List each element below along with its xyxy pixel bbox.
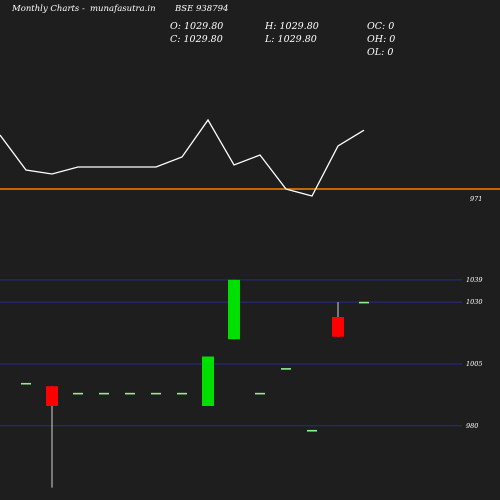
price-line-series [0, 118, 365, 197]
open-value: O: 1029.80 [170, 21, 224, 32]
candle-body [46, 386, 58, 406]
oc-value: OC: 0 [367, 21, 395, 32]
y-tick-label: 1030 [466, 298, 483, 306]
y-tick-label: 1039 [466, 276, 483, 284]
title-dash: - [82, 4, 85, 14]
candle-body [202, 356, 214, 406]
high-value: H: 1029.80 [265, 21, 319, 32]
chart-title: Monthly Charts [12, 4, 80, 14]
reference-tick-label: 971 [470, 195, 482, 203]
ol-value: OL: 0 [367, 47, 394, 58]
oh-value: OH: 0 [367, 34, 396, 45]
site-name: munafasutra.in [90, 4, 156, 14]
y-tick-label: 980 [466, 422, 478, 430]
low-value: L: 1029.80 [265, 34, 317, 45]
candle-body [332, 316, 344, 337]
close-value: C: 1029.80 [170, 34, 223, 45]
y-tick-label: 1005 [466, 360, 483, 368]
symbol-label: BSE 938794 [175, 4, 229, 14]
candle-body [228, 279, 240, 340]
